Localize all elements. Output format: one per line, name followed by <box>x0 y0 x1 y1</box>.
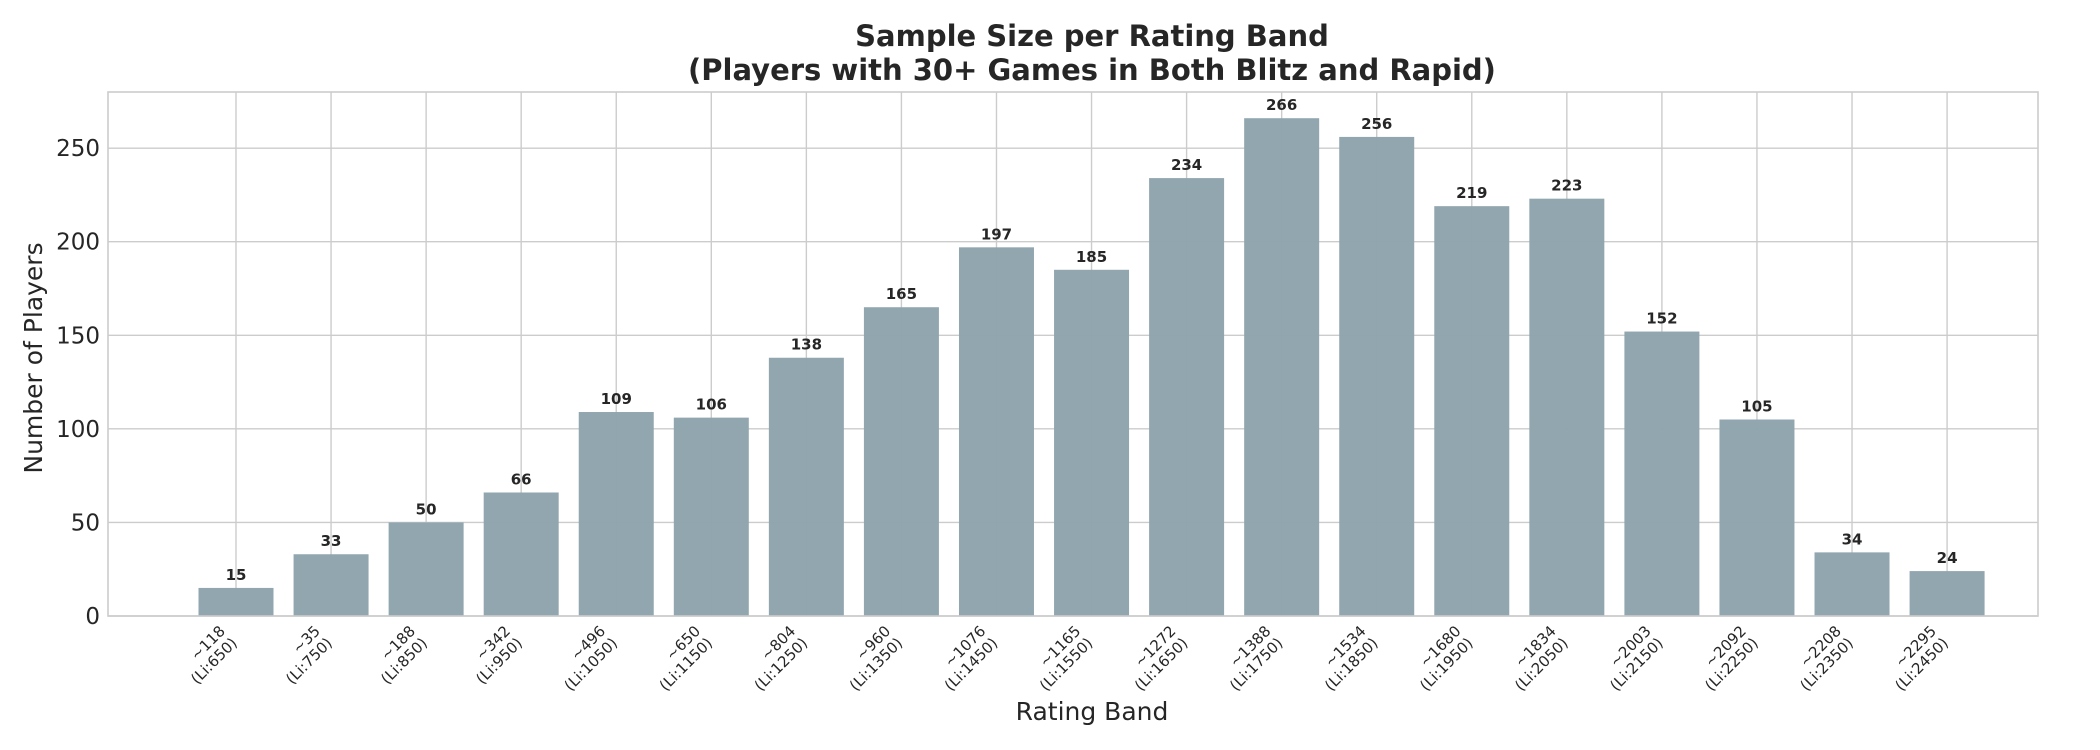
y-tick-label: 100 <box>56 417 100 443</box>
plot-frame <box>107 91 2039 617</box>
chart-title-line1: Sample Size per Rating Band <box>855 19 1329 53</box>
bar-value-label: 223 <box>1551 177 1582 195</box>
bar <box>1719 419 1795 616</box>
bar-value-label: 15 <box>226 566 247 584</box>
bar <box>1339 136 1415 616</box>
x-tick-label: ~1076(Li:1450) <box>941 622 1002 694</box>
bar-value-label: 152 <box>1646 310 1677 328</box>
x-tick-label: ~496(Li:1050) <box>561 622 621 694</box>
y-axis-label: Number of Players <box>19 242 48 473</box>
x-tick-label: ~1534(Li:1850) <box>1321 622 1382 694</box>
x-tick-label: ~1272(Li:1650) <box>1131 622 1192 694</box>
bar-value-label: 66 <box>511 470 532 488</box>
x-tick-label: ~118(Li:650) <box>187 622 241 688</box>
y-tick-label: 200 <box>56 230 100 256</box>
bar <box>1054 269 1130 616</box>
x-tick-label: ~650(Li:1150) <box>656 622 716 694</box>
y-tick-label: 50 <box>71 510 100 536</box>
bar <box>388 522 464 616</box>
bar-value-label: 33 <box>321 532 342 550</box>
x-tick-label: ~2003(Li:2150) <box>1606 622 1667 694</box>
bar <box>1909 571 1985 616</box>
x-tick-label: ~1165(Li:1550) <box>1036 622 1097 694</box>
bar <box>1624 331 1700 616</box>
y-axis-ticks: 0 50 100 150 200 250 <box>56 136 100 630</box>
x-tick-label: ~1834(Li:2050) <box>1511 622 1572 694</box>
bar <box>1814 552 1890 616</box>
bar-value-label: 105 <box>1741 398 1772 416</box>
y-tick-label: 250 <box>56 136 100 162</box>
bar <box>198 587 274 616</box>
bar <box>768 357 844 616</box>
x-tick-label: ~342(Li:950) <box>472 622 526 688</box>
bar-value-label: 138 <box>791 336 822 354</box>
bar <box>293 554 369 616</box>
bar-value-label: 266 <box>1266 96 1297 114</box>
y-tick-label: 0 <box>85 604 100 630</box>
bar <box>1244 118 1320 616</box>
bar-value-label: 106 <box>696 396 727 414</box>
bar-value-label: 50 <box>416 500 437 518</box>
x-tick-label: ~960(Li:1350) <box>846 622 906 694</box>
x-tick-label: ~2208(Li:2350) <box>1796 622 1857 694</box>
bar-value-label: 219 <box>1456 184 1487 202</box>
bar-value-label: 197 <box>981 225 1012 243</box>
x-tick-label: ~2295(Li:2450) <box>1891 622 1952 694</box>
x-tick-label: ~1388(Li:1750) <box>1226 622 1287 694</box>
x-tick-label: ~2092(Li:2250) <box>1701 622 1762 694</box>
bar-value-label: 256 <box>1361 115 1392 133</box>
bar-value-label: 185 <box>1076 248 1107 266</box>
y-tick-label: 150 <box>56 323 100 349</box>
bar-value-label: 234 <box>1171 156 1202 174</box>
x-tick-label: ~35(Li:750) <box>282 622 336 688</box>
bar <box>863 307 939 616</box>
x-axis-ticks: ~118(Li:650) ~35(Li:750) ~188(Li:850) ~342(… <box>187 622 1952 694</box>
bars <box>198 118 1985 617</box>
bar <box>483 492 559 616</box>
bar-value-label: 34 <box>1842 530 1863 548</box>
bar <box>1149 178 1225 617</box>
x-axis-label: Rating Band <box>1016 697 1169 726</box>
x-tick-label: ~804(Li:1250) <box>751 622 811 694</box>
bar <box>1529 198 1605 616</box>
bar <box>673 417 749 616</box>
bar <box>578 412 654 616</box>
data-labels: 15 33 50 66 109 106 138 165 197 185 234 266 256 219 22… <box>226 96 1958 584</box>
chart-title-line2: (Players with 30+ Games in Both Blitz an… <box>688 53 1496 87</box>
bar <box>958 247 1034 617</box>
bar-value-label: 165 <box>886 285 917 303</box>
bar <box>1434 206 1510 616</box>
bar-value-label: 24 <box>1937 549 1958 567</box>
x-tick-label: ~188(Li:850) <box>377 622 431 688</box>
bar-value-label: 109 <box>601 390 632 408</box>
x-tick-label: ~1680(Li:1950) <box>1416 622 1477 694</box>
